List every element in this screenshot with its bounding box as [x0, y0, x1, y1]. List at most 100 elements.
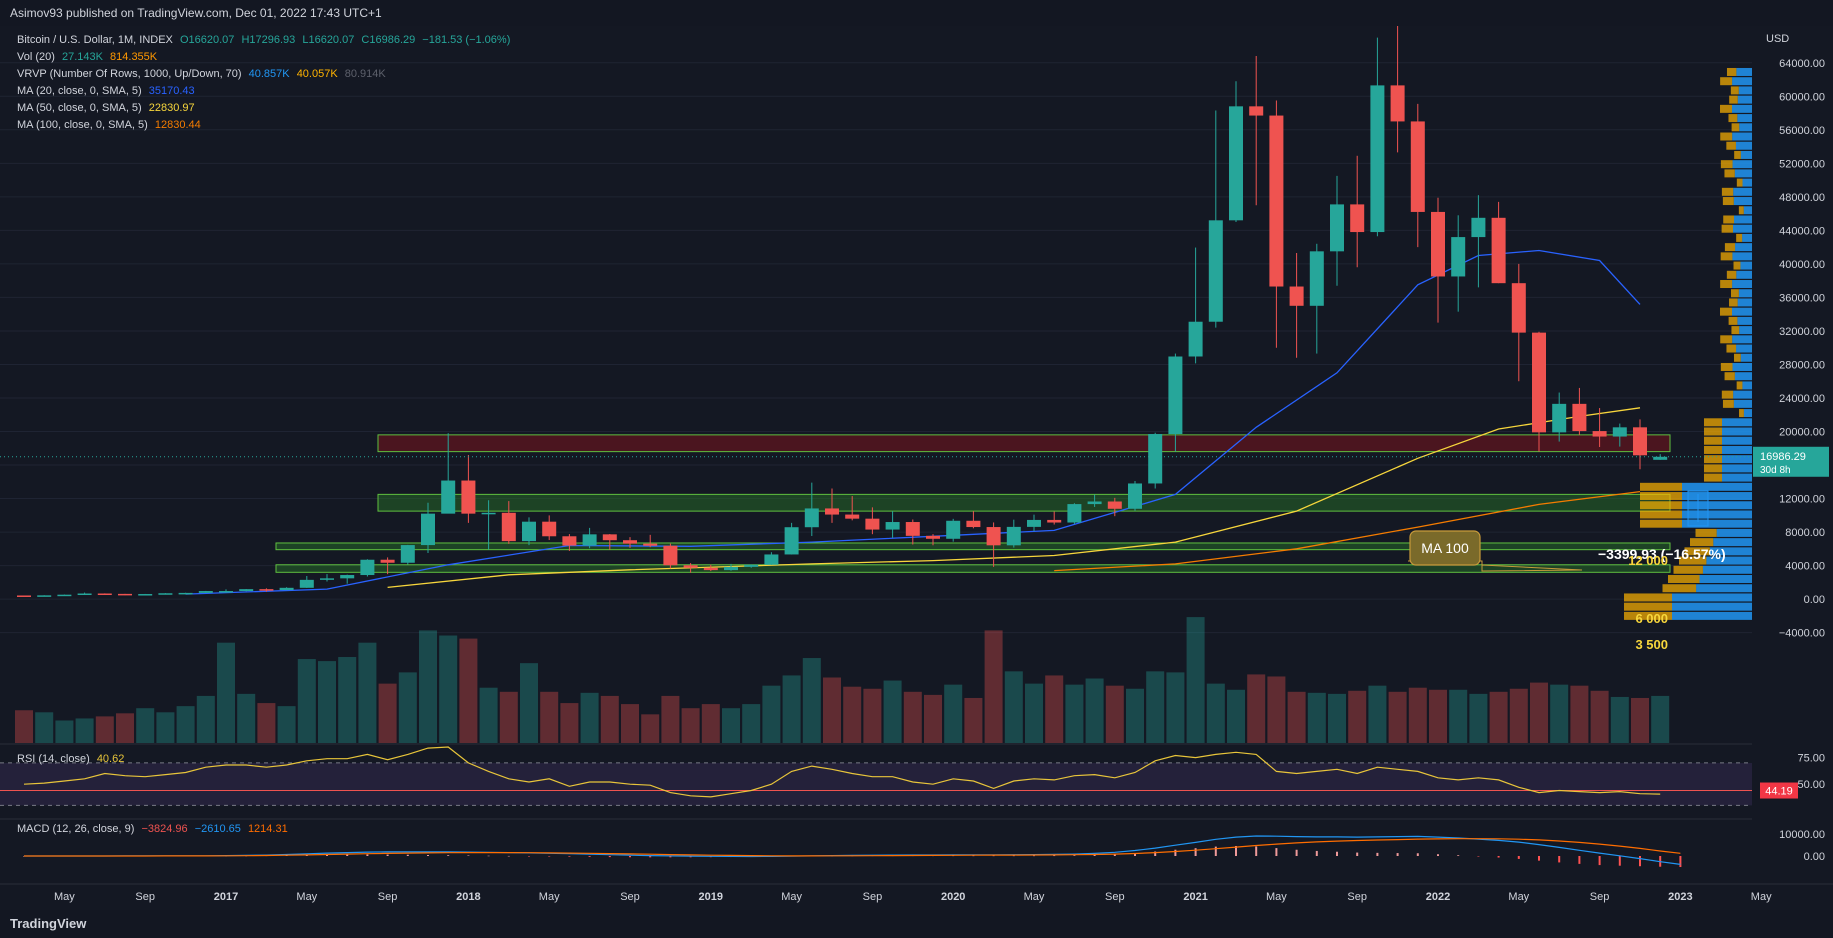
candle-body — [1087, 501, 1102, 505]
candle-body — [966, 520, 981, 528]
ma20-label: MA (20, close, 0, SMA, 5) — [17, 85, 142, 97]
volume-bar — [984, 630, 1003, 743]
macd-histogram-bar — [1416, 853, 1419, 856]
symbol-label: Bitcoin / U.S. Dollar, 1M, INDEX — [17, 34, 173, 46]
volume-bar — [1065, 684, 1084, 743]
candle-body — [360, 559, 375, 576]
volume-bar — [1631, 697, 1649, 743]
candle-body — [986, 527, 1001, 546]
volume-profile-bar — [1732, 280, 1752, 289]
candle-body — [259, 589, 274, 591]
macd-histogram-bar — [1012, 855, 1015, 857]
candle-body — [1128, 483, 1142, 509]
volume-profile-bar — [1740, 261, 1752, 270]
candle-body — [1451, 237, 1466, 277]
volume-profile-bar — [1672, 611, 1752, 620]
volume-bar — [1287, 691, 1306, 743]
change-label: −3399.93 (−16.57%) — [1598, 546, 1726, 562]
ma100-callout-box — [1409, 530, 1481, 566]
candle-body — [1249, 106, 1264, 116]
candle-body — [1633, 427, 1647, 456]
rsi-label: RSI (14, close) — [17, 753, 90, 765]
price-axis-unit: USD — [1766, 33, 1789, 45]
volume-bars — [15, 617, 1670, 743]
price-zone — [275, 564, 1671, 573]
macd-histogram-bar — [1578, 856, 1581, 864]
candle-body — [825, 508, 839, 515]
volume-bar — [479, 687, 498, 743]
volume-profile-bar — [1732, 160, 1752, 169]
candle-body — [118, 593, 132, 596]
volume-profile-bar — [1742, 178, 1752, 187]
tradingview-logo: TradingView — [10, 916, 87, 931]
price-tick-label: 0.00 — [1804, 594, 1825, 606]
macd-histogram-bar — [649, 856, 652, 858]
candle-body — [37, 595, 52, 597]
volume-profile-bar — [1704, 418, 1722, 427]
candle-body — [1390, 85, 1405, 122]
ohlc-open: O16620.07 — [179, 34, 235, 46]
ma20-value: 35170.43 — [148, 85, 195, 97]
volume-profile-bar — [1734, 215, 1752, 224]
macd-histogram-bar — [1093, 854, 1096, 856]
volume-profile-bar — [1722, 399, 1734, 408]
price-tick-label: −4000.00 — [1779, 628, 1825, 640]
time-axis[interactable]: May Sep 2017 May Sep 2018 May Sep 2019 May Sep 2020… — [0, 883, 1833, 903]
macd-tick-label: 0.00 — [1804, 851, 1825, 863]
volume-bar — [1570, 685, 1589, 743]
rsi-tick-label: 75.00 — [1797, 753, 1825, 765]
legend-vrvp-row: VRVP (Number Of Rows, 1000, Up/Down, 70)… — [17, 68, 390, 80]
volume-profile-bar — [1733, 261, 1741, 270]
volume-profile-bar — [1722, 445, 1752, 454]
volume-bar — [217, 642, 235, 743]
price-tick-label: 12000.00 — [1779, 494, 1825, 506]
volume-profile-bar — [1738, 86, 1752, 95]
macd-pane — [0, 818, 1833, 868]
vrvp-value-3: 80.914K — [344, 68, 386, 80]
volume-profile-bar — [1720, 104, 1733, 113]
volume-bar — [257, 703, 276, 743]
candle-body — [279, 587, 294, 591]
price-tick-label: 24000.00 — [1779, 393, 1825, 405]
macd-histogram-bar — [1214, 846, 1217, 856]
macd-histogram-bar — [326, 854, 328, 856]
volume-profile-bar — [1742, 233, 1752, 242]
volume-profile-bar — [1640, 482, 1682, 491]
candle-body — [77, 593, 92, 596]
ma50-line — [387, 407, 1641, 589]
candle-body — [643, 543, 658, 546]
macd-histogram-bar — [1295, 849, 1298, 856]
volume-profile-bar — [1722, 427, 1752, 436]
last-price-badge — [1753, 446, 1829, 477]
time-tick-label: May — [1508, 891, 1529, 903]
macd-label: MACD (12, 26, close, 9) — [17, 823, 135, 835]
candle-body — [461, 480, 476, 514]
volume-profile-bar — [1733, 353, 1741, 362]
volume-bar — [742, 704, 761, 743]
macd-histogram-bar — [669, 856, 672, 858]
volume-bar — [661, 695, 680, 743]
macd-histogram-bar — [528, 856, 530, 857]
volume-profile-bar — [1706, 556, 1752, 565]
volume-bar — [903, 691, 922, 743]
volume-profile-bar — [1737, 316, 1752, 325]
price-axis[interactable]: USD−4000.000.004000.008000.0012000.00160… — [1752, 26, 1833, 910]
volume-bar — [1328, 693, 1346, 743]
volume-profile-bar — [1704, 445, 1722, 454]
candle-body — [1208, 220, 1223, 322]
macd-histogram-bar — [1376, 852, 1379, 856]
macd-histogram-bar — [1679, 856, 1682, 868]
volume-bar — [237, 693, 256, 743]
volume-profile-bar — [1624, 593, 1672, 602]
volume-profile-bar — [1724, 243, 1736, 252]
candle-body — [1309, 251, 1324, 306]
volume-profile-bar — [1733, 390, 1752, 399]
candle-body — [1532, 332, 1546, 433]
macd-histogram-bar — [1396, 853, 1399, 856]
ohlc-low: L16620.07 — [302, 34, 355, 46]
volume-bar — [1651, 695, 1670, 743]
price-chart[interactable]: MA 100 −3399.93 (−16.57%)12 000 6 000 3 500… — [0, 26, 1833, 910]
price-tick-label: 44000.00 — [1779, 225, 1825, 237]
volume-bar — [964, 697, 983, 743]
candle-body — [158, 593, 173, 595]
